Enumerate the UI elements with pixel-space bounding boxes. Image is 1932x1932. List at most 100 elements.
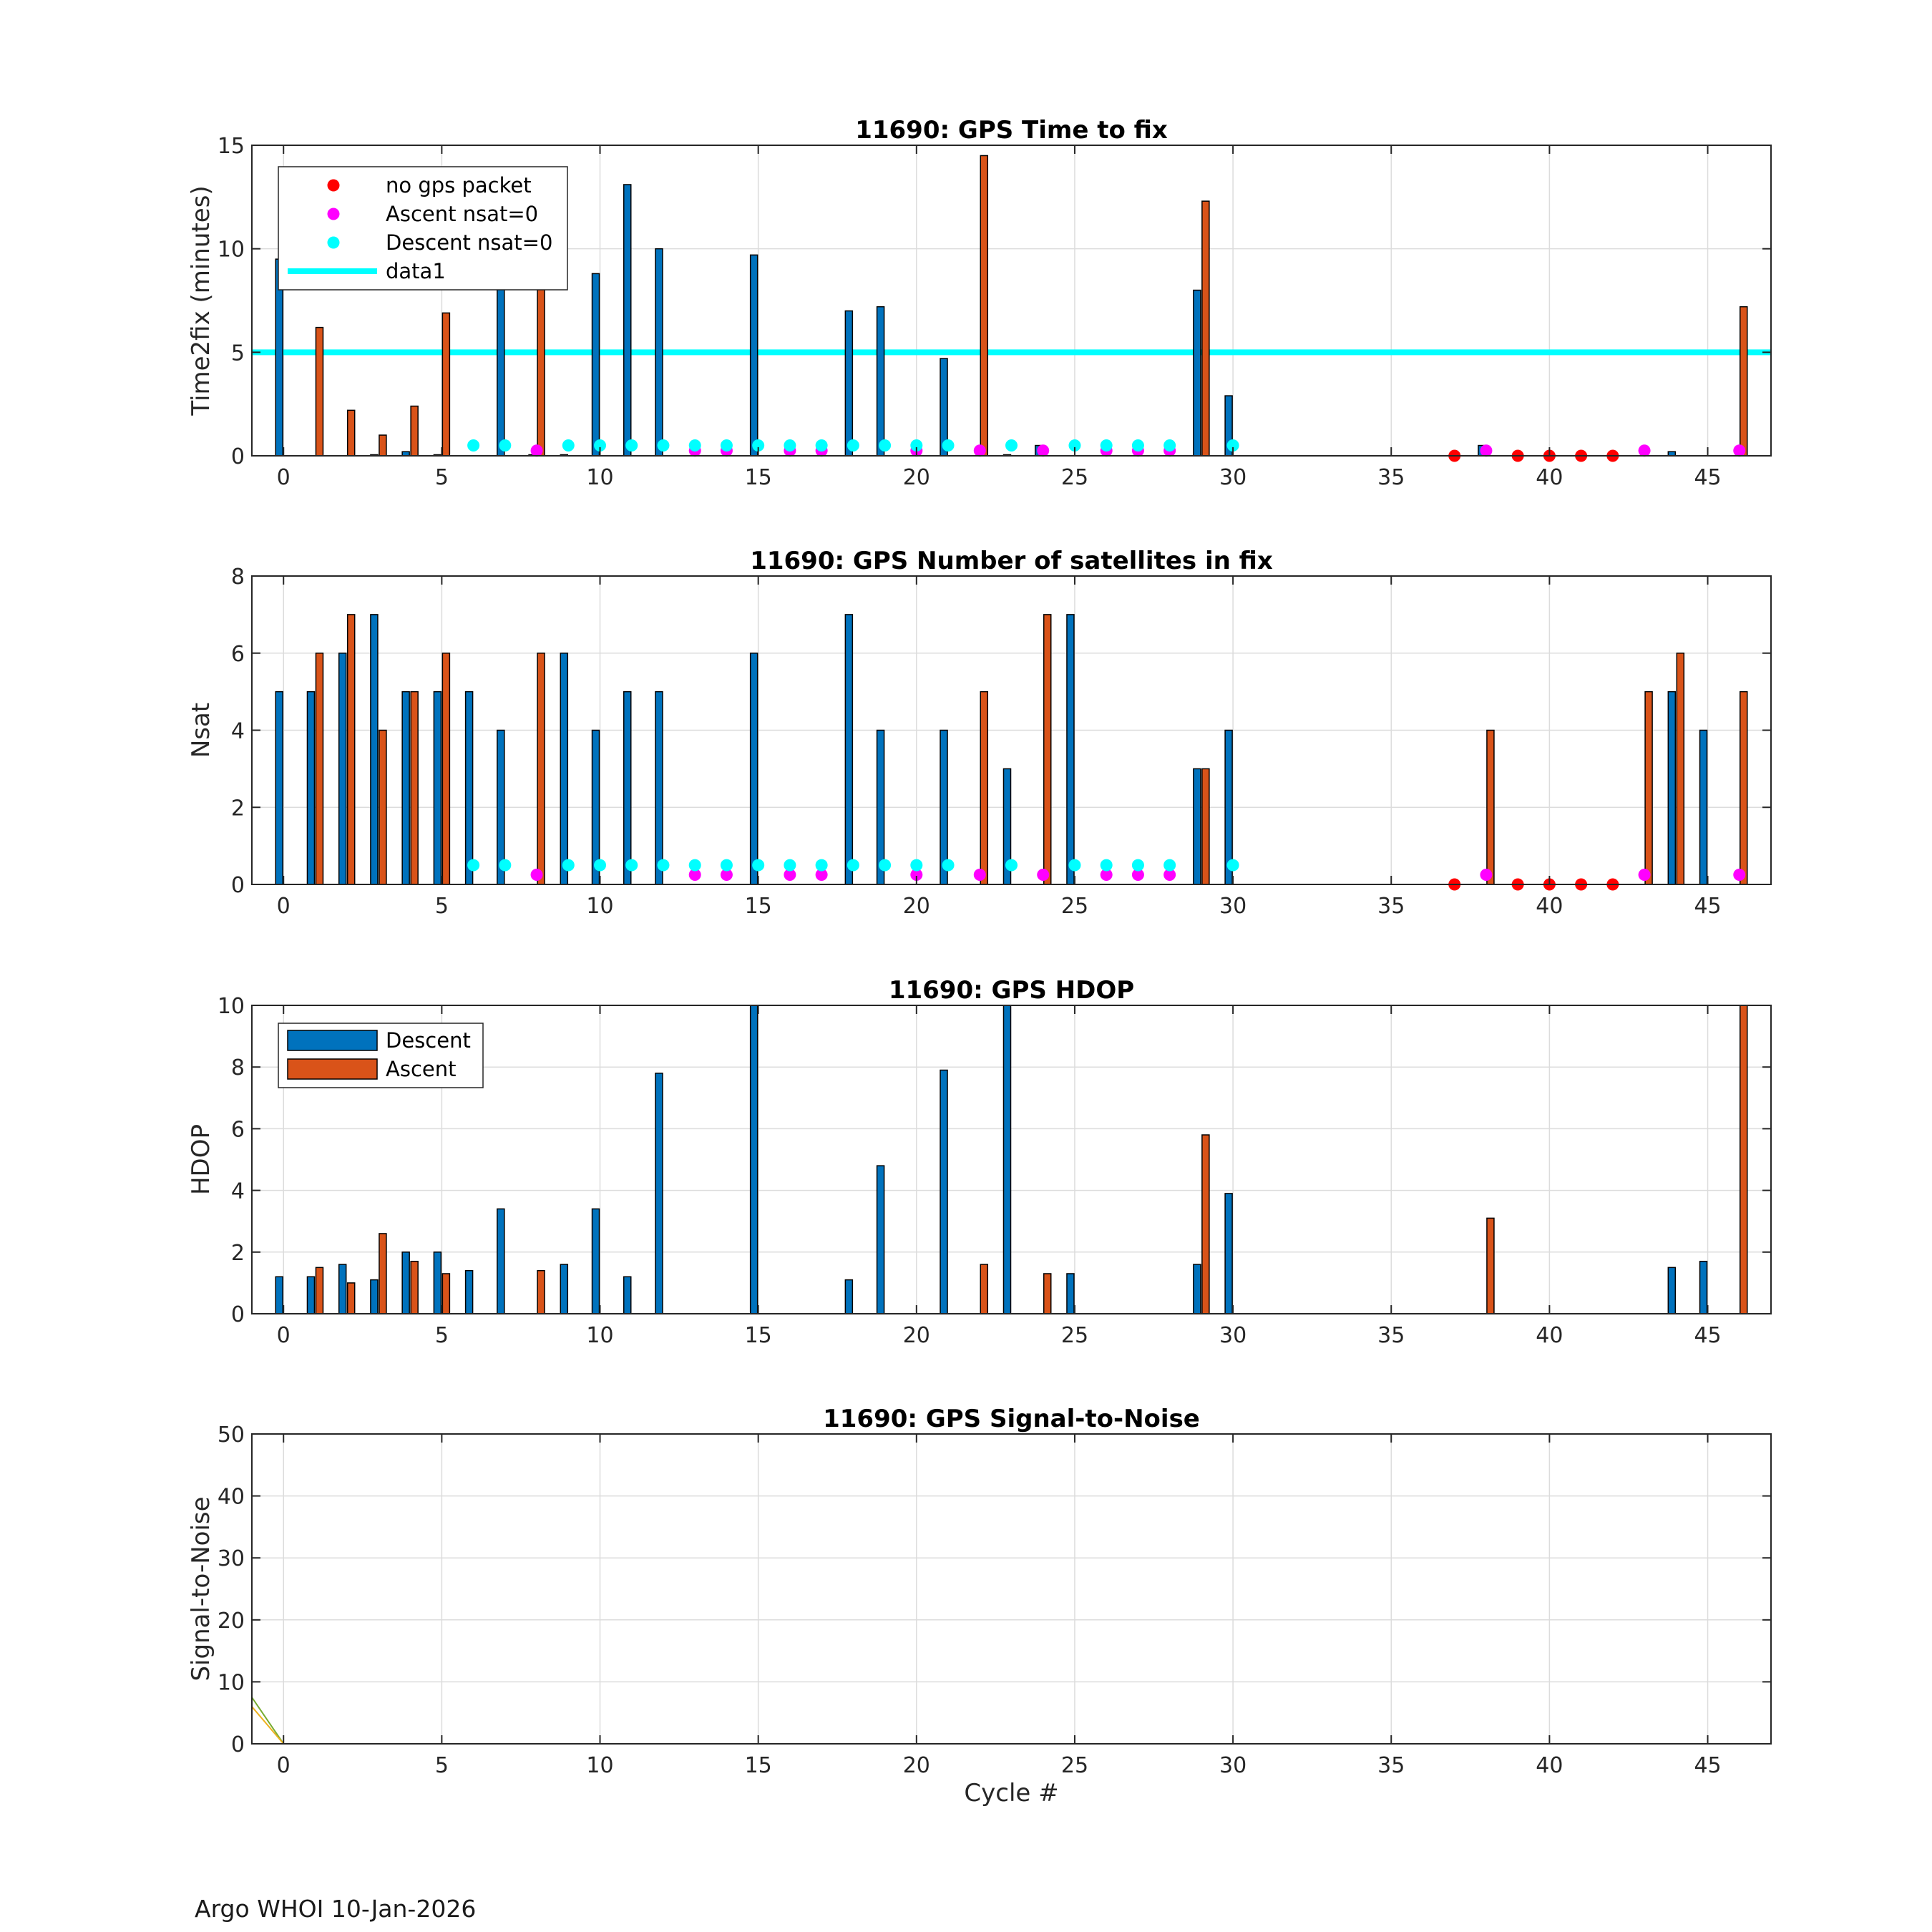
x-tick-label: 10: [586, 894, 613, 919]
bar-descent: [338, 1264, 347, 1314]
marker-point: [942, 439, 955, 452]
marker-point: [784, 439, 796, 452]
bar-descent: [655, 248, 663, 457]
x-tick-label: 40: [1536, 465, 1563, 490]
bar-ascent: [980, 691, 989, 885]
bar-descent: [1066, 1273, 1075, 1314]
bar-ascent: [315, 653, 324, 885]
marker-point: [1131, 859, 1144, 872]
marker-point: [815, 869, 828, 882]
y-tick-label: 0: [231, 1302, 245, 1327]
marker-point: [847, 439, 859, 452]
marker-point: [752, 859, 765, 872]
marker-point: [815, 439, 828, 452]
bar-ascent: [537, 653, 545, 885]
marker-point: [1068, 859, 1081, 872]
bar-descent: [370, 1279, 379, 1314]
bar-descent: [655, 1073, 663, 1314]
legend: Descent Ascent: [278, 1023, 484, 1088]
bar-descent: [876, 306, 885, 457]
marker-point: [1131, 439, 1144, 452]
marker-point: [657, 859, 670, 872]
marker-point: [1100, 869, 1113, 882]
x-tick-label: 0: [277, 465, 291, 490]
bar-descent: [1699, 1260, 1708, 1314]
y-tick-label: 5: [231, 341, 245, 366]
bar-descent: [844, 1279, 854, 1314]
x-tick-label: 25: [1061, 1323, 1088, 1348]
markers-descent-nsat-0: [467, 859, 1239, 872]
bar-descent: [275, 1276, 283, 1314]
bar-ascent: [1043, 1273, 1052, 1314]
legend-marker: [327, 179, 340, 192]
x-tick-label: 25: [1061, 1753, 1088, 1778]
y-tick-label: 0: [231, 873, 245, 898]
x-tick-label: 15: [745, 1323, 772, 1348]
legend-label: data1: [386, 259, 446, 283]
bar-descent: [940, 1069, 948, 1314]
plot-area: [252, 1005, 1771, 1314]
x-tick-label: 30: [1219, 1753, 1246, 1778]
y-tick-label: 50: [218, 1423, 245, 1448]
x-tick-label: 40: [1536, 1753, 1563, 1778]
marker-point: [530, 444, 543, 457]
x-tick-label: 0: [277, 894, 291, 919]
chart-title: 11690: GPS HDOP: [889, 976, 1134, 1005]
panel-3: 0 5 10 15 20 25 30 35 40 45 0 2 4 6 8 10 11690: GPS HDOP…: [187, 976, 1772, 1348]
y-tick-label: 0: [231, 1732, 245, 1757]
x-tick-label: 45: [1694, 1323, 1721, 1348]
legend-marker: [327, 208, 340, 220]
bar-ascent: [346, 409, 356, 457]
marker-point: [1037, 869, 1050, 882]
y-axis-label: HDOP: [187, 1124, 215, 1195]
bar-descent: [497, 285, 505, 457]
marker-point: [688, 859, 701, 872]
bar-descent: [306, 691, 316, 885]
series-ascent: [315, 614, 1748, 885]
bar-ascent: [410, 1260, 419, 1314]
bar-descent: [306, 1276, 316, 1314]
x-tick-label: 35: [1377, 1753, 1405, 1778]
bar-descent: [844, 614, 854, 885]
x-tick-label: 20: [903, 465, 930, 490]
bar-ascent: [1644, 691, 1653, 885]
bar-descent: [591, 1208, 600, 1314]
bar-descent: [876, 1165, 885, 1314]
marker-point: [594, 439, 607, 452]
x-axis-label: Cycle #: [964, 1779, 1058, 1807]
bar-ascent: [315, 326, 324, 457]
marker-point: [562, 859, 575, 872]
bar-ascent: [1676, 653, 1685, 885]
bar-ascent: [1486, 1217, 1495, 1314]
x-tick-label: 0: [277, 1323, 291, 1348]
legend-swatch: [287, 1058, 378, 1080]
bar-ascent: [1486, 729, 1495, 885]
marker-point: [1005, 859, 1018, 872]
bar-ascent: [980, 155, 989, 457]
bar-ascent: [379, 729, 387, 885]
bar-ascent: [1043, 614, 1052, 885]
bar-descent: [1002, 1005, 1012, 1314]
y-tick-label: 8: [231, 565, 245, 590]
marker-point: [657, 439, 670, 452]
markers-ascent-nsat-0: [530, 869, 1746, 882]
bar-ascent: [537, 1269, 545, 1314]
marker-point: [784, 869, 796, 882]
bar-descent: [623, 1276, 632, 1314]
marker-point: [562, 439, 575, 452]
bar-descent: [1066, 614, 1075, 885]
x-tick-label: 25: [1061, 894, 1088, 919]
marker-point: [879, 439, 892, 452]
footer-text: Argo WHOI 10-Jan-2026: [195, 1895, 477, 1923]
bar-ascent: [980, 1264, 989, 1314]
marker-point: [942, 859, 955, 872]
y-tick-label: 8: [231, 1055, 245, 1080]
bar-descent: [464, 1269, 474, 1314]
marker-point: [1638, 869, 1651, 882]
marker-point: [1733, 869, 1746, 882]
x-tick-label: 20: [903, 894, 930, 919]
legend: no gps packet Ascent nsat=0 Descent nsat=0…: [278, 166, 568, 291]
legend-label: Ascent: [386, 1057, 456, 1081]
x-tick-label: 30: [1219, 894, 1246, 919]
axes-box: [251, 1005, 1772, 1314]
